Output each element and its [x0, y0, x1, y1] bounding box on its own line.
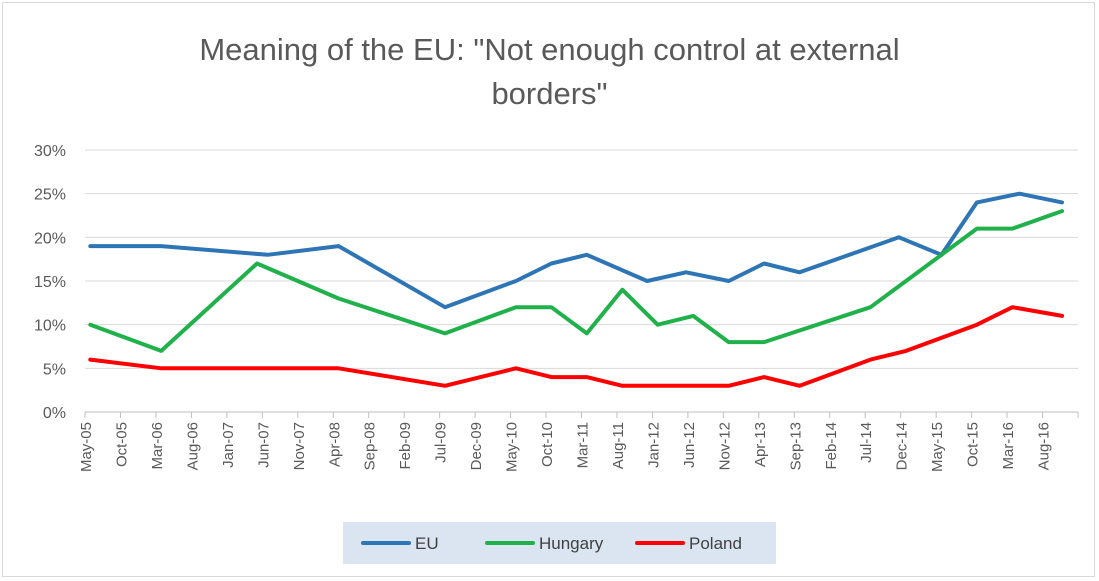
x-tick-label: Mar-16 [1000, 422, 1017, 470]
y-tick-label: 0% [43, 405, 66, 422]
x-tick-label: Oct-05 [113, 422, 130, 467]
x-tick-label: Jul-14 [858, 422, 875, 463]
x-tick-label: Feb-09 [397, 422, 414, 470]
y-tick-label: 20% [34, 230, 66, 247]
x-tick-label: Apr-08 [326, 422, 343, 467]
x-tick-label: Aug-16 [1036, 422, 1053, 470]
legend: EU Hungary Poland [343, 522, 776, 564]
x-tick-label: May-05 [78, 422, 95, 472]
x-tick-label: Aug-06 [184, 422, 201, 470]
x-tick-label: Aug-11 [610, 422, 627, 469]
x-tick-label: Jul-09 [433, 422, 450, 463]
legend-box [343, 522, 776, 564]
x-tick-label: May-10 [504, 422, 521, 472]
y-tick-label: 5% [43, 361, 66, 378]
y-tick-label: 25% [34, 187, 66, 204]
x-tick-label: Oct-15 [965, 422, 982, 467]
x-tick-label: Mar-11 [575, 422, 592, 468]
x-tick-label: Jun-12 [681, 422, 698, 468]
gridlines [85, 149, 1078, 369]
x-tick-label: Dec-09 [468, 422, 485, 470]
x-tick-label: Jan-07 [220, 422, 237, 468]
x-tick-label: Oct-10 [539, 422, 556, 467]
x-tick-label: Dec-14 [894, 422, 911, 470]
x-tick-label: Sep-08 [362, 422, 379, 470]
chart-title: Meaning of the EU: "Not enough control a… [199, 32, 900, 111]
legend-label-hungary: Hungary [539, 534, 604, 553]
x-tick-label: May-15 [929, 422, 946, 472]
x-tick-label: Mar-06 [149, 422, 166, 470]
legend-label-eu: EU [415, 534, 439, 553]
x-tick-label: Sep-13 [787, 422, 804, 470]
series-lines [88, 191, 1064, 388]
series-line-hungary [88, 209, 1064, 353]
series-line-poland [88, 305, 1064, 388]
x-tick-label: Feb-14 [823, 422, 840, 470]
x-tick-label: Nov-07 [291, 422, 308, 470]
y-tick-label: 30% [34, 143, 66, 160]
y-tick-label: 10% [34, 318, 66, 335]
x-tick-label: Nov-12 [716, 422, 733, 470]
legend-label-poland: Poland [689, 534, 742, 553]
x-tick-label: Jan-12 [645, 422, 662, 468]
x-tick-label: Apr-13 [752, 422, 769, 467]
y-tick-label: 15% [34, 274, 66, 291]
axes: 0% 5% 10% 15% 20% 25% 30% May-05 Oct-05 Mar-06 Aug… [34, 143, 1079, 472]
x-tick-label: Jun-07 [255, 422, 272, 468]
series-line-eu [88, 191, 1064, 310]
